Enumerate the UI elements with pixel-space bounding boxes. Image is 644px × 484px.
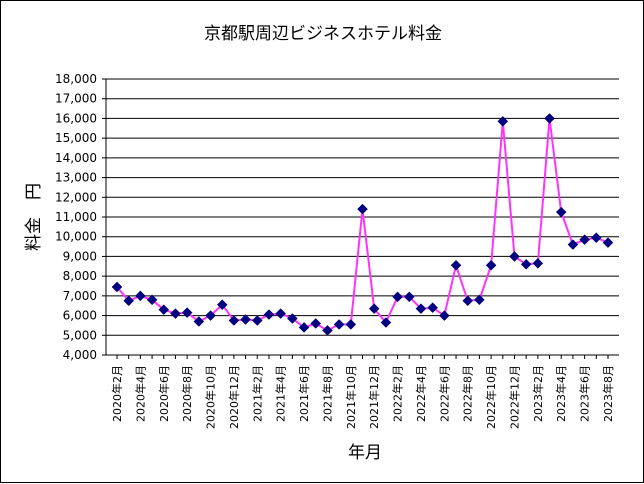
y-tick-label: 14,000 [55,151,97,165]
y-tick-label: 18,000 [55,72,97,86]
data-point [403,291,415,303]
data-point [333,319,345,330]
data-point [251,315,263,326]
series-line-layer [116,117,609,332]
data-point [205,310,216,321]
y-tick-label: 15,000 [55,131,97,145]
data-point [287,313,298,324]
data-point [485,259,497,271]
y-tick-label: 12,000 [55,190,97,204]
x-tick-label: 2023年2月 [531,365,545,422]
x-tick-label: 2020年10月 [204,365,218,429]
data-point [532,257,544,269]
data-point [567,239,579,250]
y-tick-label: 9,000 [63,249,97,263]
x-tick-label: 2023年4月 [554,365,568,422]
x-tick-label: 2022年2月 [391,365,405,422]
y-axis-ticks: 4,000 5,000 6,000 7,000 8,000 9,000 10,000 11,0… [55,72,106,362]
data-point [310,318,322,329]
data-point [579,234,590,246]
data-point [509,251,520,262]
data-point [555,206,567,218]
series-line [116,117,609,332]
x-tick-label: 2020年12月 [227,365,241,429]
data-points [111,113,614,336]
data-point [135,290,146,302]
data-point [368,303,380,315]
data-point [216,299,228,311]
data-point [123,295,135,307]
y-axis-title: 料金 円 [24,183,44,251]
y-tick-label: 11,000 [55,210,97,224]
data-point [170,308,181,319]
data-point [322,325,333,336]
x-tick-label: 2021年8月 [320,365,334,422]
chart-title: 京都駅周辺ビジネスホテル料金 [204,24,442,44]
x-tick-label: 2023年8月 [601,365,615,422]
data-point [228,315,240,326]
x-tick-label: 2021年10月 [344,365,358,429]
x-tick-label: 2022年12月 [507,365,521,429]
x-tick-label: 2020年2月 [110,365,124,422]
data-point [602,237,614,248]
y-tick-label: 7,000 [63,289,97,303]
y-tick-label: 16,000 [55,111,97,125]
y-tick-label: 17,000 [55,92,97,106]
data-point [427,302,438,314]
data-point [111,281,123,293]
x-tick-label: 2022年10月 [484,365,498,429]
x-axis-ticks: 2020年2月 2020年4月 2020年6月 2020年8月 2020年10月 2020… [110,355,615,429]
y-tick-label: 4,000 [63,348,97,362]
data-point [450,259,462,271]
data-point [193,316,205,327]
data-point [392,291,403,303]
x-tick-label: 2021年12月 [367,365,381,429]
y-tick-label: 13,000 [55,171,97,185]
data-point [497,116,509,127]
data-point [462,295,474,307]
data-point [263,309,275,320]
x-tick-label: 2021年6月 [297,365,311,422]
y-tick-label: 10,000 [55,230,97,244]
data-point [181,307,193,318]
x-tick-label: 2022年8月 [461,365,475,422]
x-tick-label: 2020年4月 [133,365,147,422]
data-point [544,113,555,124]
x-tick-label: 2021年2月 [250,365,264,422]
x-tick-label: 2020年8月 [180,365,194,422]
data-point [520,258,532,270]
gridlines [106,78,619,336]
axes [105,79,619,356]
data-point [146,294,158,306]
data-point [357,203,368,215]
y-tick-label: 8,000 [63,269,97,283]
data-point [438,310,450,321]
x-tick-label: 2020年6月 [157,365,171,422]
data-point [590,232,602,244]
data-point [380,317,392,328]
x-tick-label: 2021年4月 [274,365,288,422]
data-point [275,308,287,319]
data-point [415,303,427,315]
data-point [298,322,310,333]
x-axis-title: 年月 [348,443,382,463]
data-point [474,294,485,306]
x-tick-label: 2022年6月 [437,365,451,422]
x-tick-label: 2022年4月 [414,365,428,422]
data-point [345,319,357,330]
data-point [158,304,170,316]
y-tick-label: 5,000 [63,328,97,342]
y-tick-label: 6,000 [63,309,97,323]
data-point [240,314,251,325]
x-tick-label: 2023年6月 [578,365,592,422]
